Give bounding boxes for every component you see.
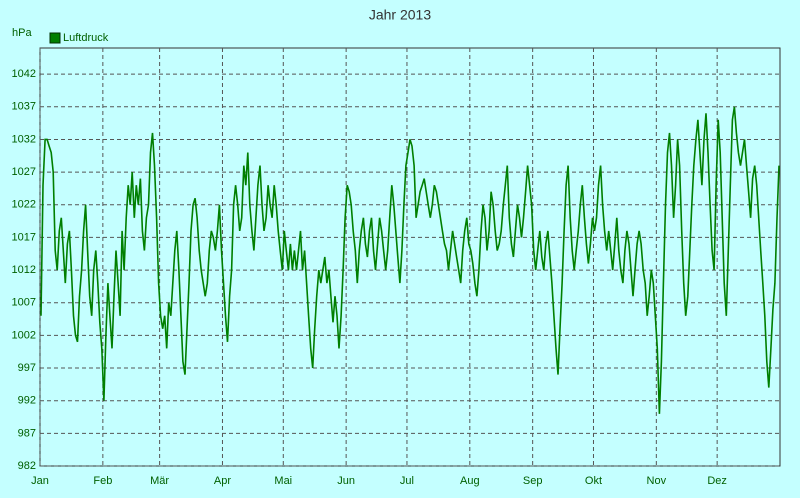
legend-label: Luftdruck — [63, 32, 109, 44]
data-line — [40, 106, 780, 414]
y-tick-label: 997 — [18, 362, 36, 374]
y-tick-label: 1002 — [12, 329, 36, 341]
chart-title: Jahr 2013 — [369, 7, 431, 23]
x-tick-label: Aug — [460, 475, 480, 487]
y-tick-label: 987 — [18, 427, 36, 439]
y-tick-label: 1037 — [12, 101, 36, 113]
plot-area — [39, 47, 781, 467]
y-tick-label: 982 — [18, 460, 36, 472]
y-tick-label: 1042 — [12, 68, 36, 80]
x-tick-label: Apr — [214, 475, 231, 487]
y-tick-label: 1017 — [12, 231, 36, 243]
y-tick-label: 1032 — [12, 133, 36, 145]
x-tick-label: Jun — [337, 475, 355, 487]
x-tick-label: Dez — [707, 475, 727, 487]
y-tick-label: 1027 — [12, 166, 36, 178]
legend-swatch — [49, 32, 61, 44]
x-tick-label: Nov — [647, 475, 667, 487]
x-tick-label: Sep — [523, 475, 543, 487]
y-tick-label: 992 — [18, 395, 36, 407]
x-tick-label: Jul — [400, 475, 414, 487]
y-tick-label: 1022 — [12, 199, 36, 211]
x-tick-label: Feb — [93, 475, 112, 487]
x-tick-label: Mai — [274, 475, 292, 487]
x-tick-label: Jan — [31, 475, 49, 487]
x-tick-label: Okt — [585, 475, 602, 487]
y-tick-label: 1012 — [12, 264, 36, 276]
y-tick-label: 1007 — [12, 297, 36, 309]
x-tick-label: Mär — [150, 475, 169, 487]
y-axis-label: hPa — [12, 27, 32, 39]
